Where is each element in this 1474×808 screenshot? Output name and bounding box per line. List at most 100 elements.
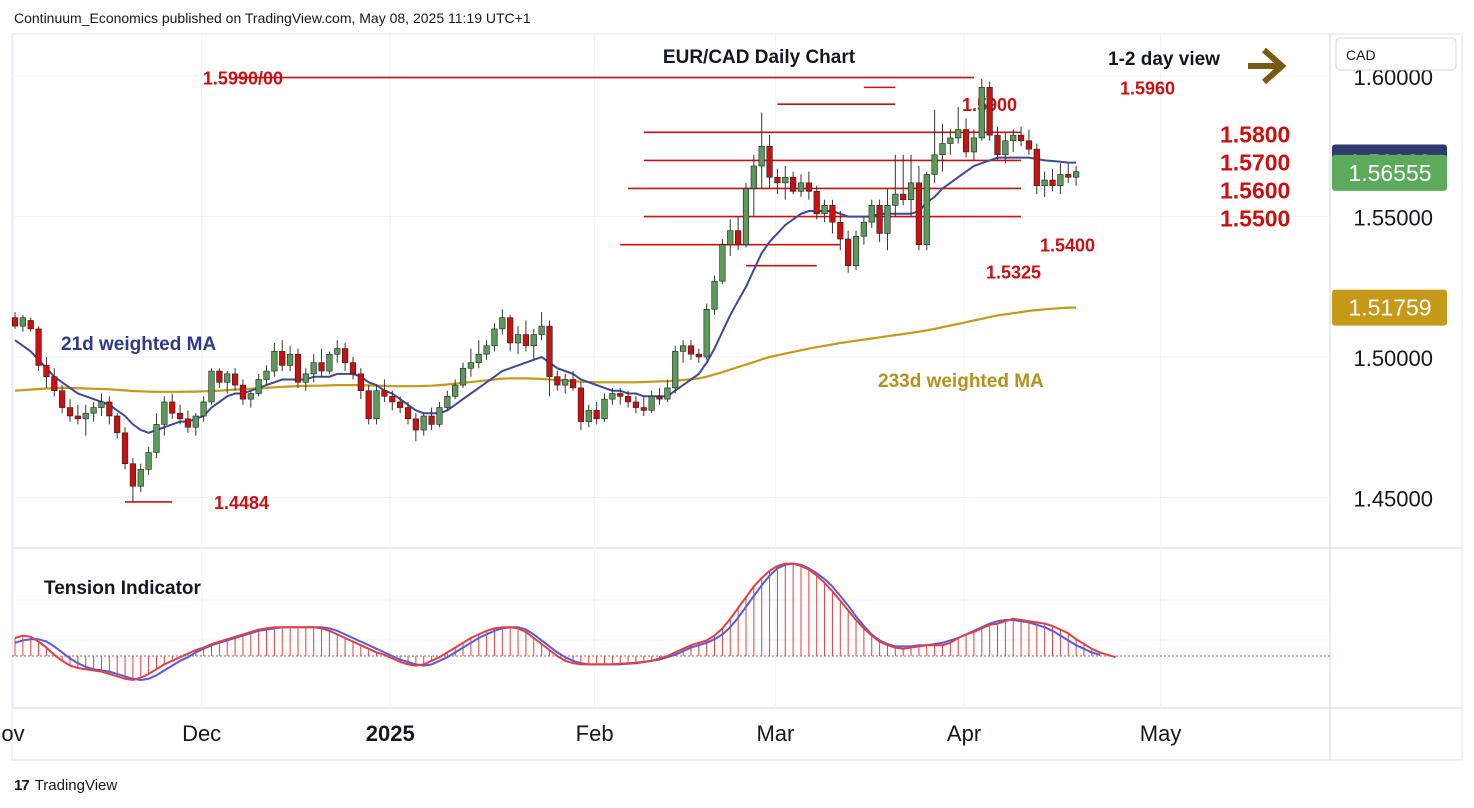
- candle-body-down: [656, 396, 663, 400]
- candle: [121, 427, 129, 470]
- candle-body-up: [90, 407, 97, 414]
- candle-body-down: [829, 205, 836, 223]
- candle: [672, 345, 679, 394]
- candle-body-down: [774, 176, 781, 184]
- candle: [962, 118, 970, 158]
- candle: [82, 404, 89, 436]
- candle: [569, 371, 577, 391]
- candle: [727, 219, 734, 256]
- candle: [790, 171, 797, 195]
- level-label: 1.5325: [986, 263, 1041, 283]
- y-tick-label: 1.55000: [1353, 206, 1433, 231]
- candle-body-down: [569, 379, 577, 389]
- level-label: 1.5990/00: [203, 69, 283, 89]
- candle-body-up: [664, 387, 671, 400]
- candle-body-down: [837, 221, 844, 240]
- chart-title: EUR/CAD Daily Chart: [663, 47, 856, 68]
- tradingview-logo-icon: 17: [14, 777, 30, 794]
- candle: [585, 404, 592, 428]
- candle-body-up: [192, 415, 199, 428]
- candle: [797, 174, 805, 197]
- candle: [428, 407, 435, 431]
- candle-body-up: [821, 205, 828, 215]
- candle-body-down: [412, 418, 419, 431]
- candle: [915, 166, 922, 251]
- candle: [334, 340, 341, 363]
- time-axis[interactable]: ov Dec 2025 Feb Mar Apr May: [1, 721, 1181, 746]
- candle-body-up: [672, 351, 679, 389]
- tradingview-branding[interactable]: 17 TradingView: [14, 777, 117, 794]
- candle-body-up: [711, 280, 718, 310]
- candle: [51, 368, 58, 397]
- candle: [711, 275, 718, 315]
- price-badge-ma233: 1.51759: [1332, 289, 1447, 326]
- candle-body-up: [436, 407, 443, 425]
- candle: [404, 401, 412, 425]
- candle: [640, 396, 647, 416]
- candle-body-down: [522, 334, 529, 347]
- candle-body-down: [279, 351, 286, 366]
- candle-body-up: [452, 384, 459, 397]
- price-badge-bg: [1332, 289, 1447, 326]
- candle-body-up: [939, 143, 946, 156]
- candle-body-down: [593, 410, 600, 420]
- candle: [11, 312, 19, 329]
- candle: [192, 413, 199, 436]
- candle-body-down: [577, 387, 585, 422]
- candle: [436, 401, 443, 428]
- candle: [507, 314, 514, 352]
- candle-body-up: [782, 176, 789, 184]
- candle-body-up: [758, 146, 765, 167]
- candle: [200, 396, 207, 422]
- candle: [955, 107, 962, 144]
- candle-body-down: [554, 376, 561, 386]
- candle-body-down: [766, 146, 773, 178]
- candle-body-up: [19, 317, 26, 327]
- candle-body-down: [184, 418, 192, 428]
- candle-body-up: [742, 188, 750, 245]
- tension-indicator-label: Tension Indicator: [44, 578, 202, 599]
- candle: [546, 320, 553, 397]
- candle: [939, 123, 946, 172]
- candle: [884, 188, 891, 251]
- x-tick-label: Feb: [576, 721, 614, 746]
- candle-body-up: [200, 401, 207, 417]
- candle-body-down: [546, 325, 553, 377]
- candle: [554, 371, 561, 391]
- candle-body-down: [617, 393, 624, 397]
- candle: [286, 345, 294, 372]
- level-label: 1.4484: [214, 493, 269, 513]
- candle-body-down: [43, 365, 50, 377]
- candle: [444, 390, 451, 411]
- price-axis[interactable]: 1.600001.550001.500001.450001.569231.565…: [1332, 65, 1447, 511]
- candle: [766, 135, 773, 189]
- candle: [412, 413, 419, 442]
- candle: [216, 368, 223, 388]
- candle-body-down: [51, 376, 58, 392]
- level-label: 1.5960: [1120, 78, 1175, 98]
- candle-body-up: [475, 353, 482, 363]
- candle-body-down: [428, 415, 435, 425]
- candle-body-up: [286, 353, 294, 366]
- candle: [994, 126, 1001, 161]
- candle: [74, 404, 81, 425]
- candle-body-down: [294, 353, 302, 383]
- candle-body-up: [271, 351, 278, 372]
- candle: [279, 340, 286, 372]
- ma21-line: [14, 156, 1077, 434]
- ma233-line: [14, 306, 1077, 393]
- candle: [184, 410, 192, 433]
- candle-body-up: [483, 345, 490, 355]
- candle: [483, 340, 490, 360]
- candle-body-down: [876, 205, 883, 234]
- currency-button[interactable]: CAD: [1335, 37, 1457, 71]
- candle-body-down: [114, 415, 121, 434]
- candle-body-down: [1065, 174, 1072, 178]
- candle: [161, 396, 168, 436]
- candle: [900, 154, 907, 206]
- candle: [664, 379, 671, 402]
- candle: [648, 390, 655, 414]
- candle: [837, 210, 844, 251]
- price-badge-text: 1.56555: [1348, 160, 1431, 186]
